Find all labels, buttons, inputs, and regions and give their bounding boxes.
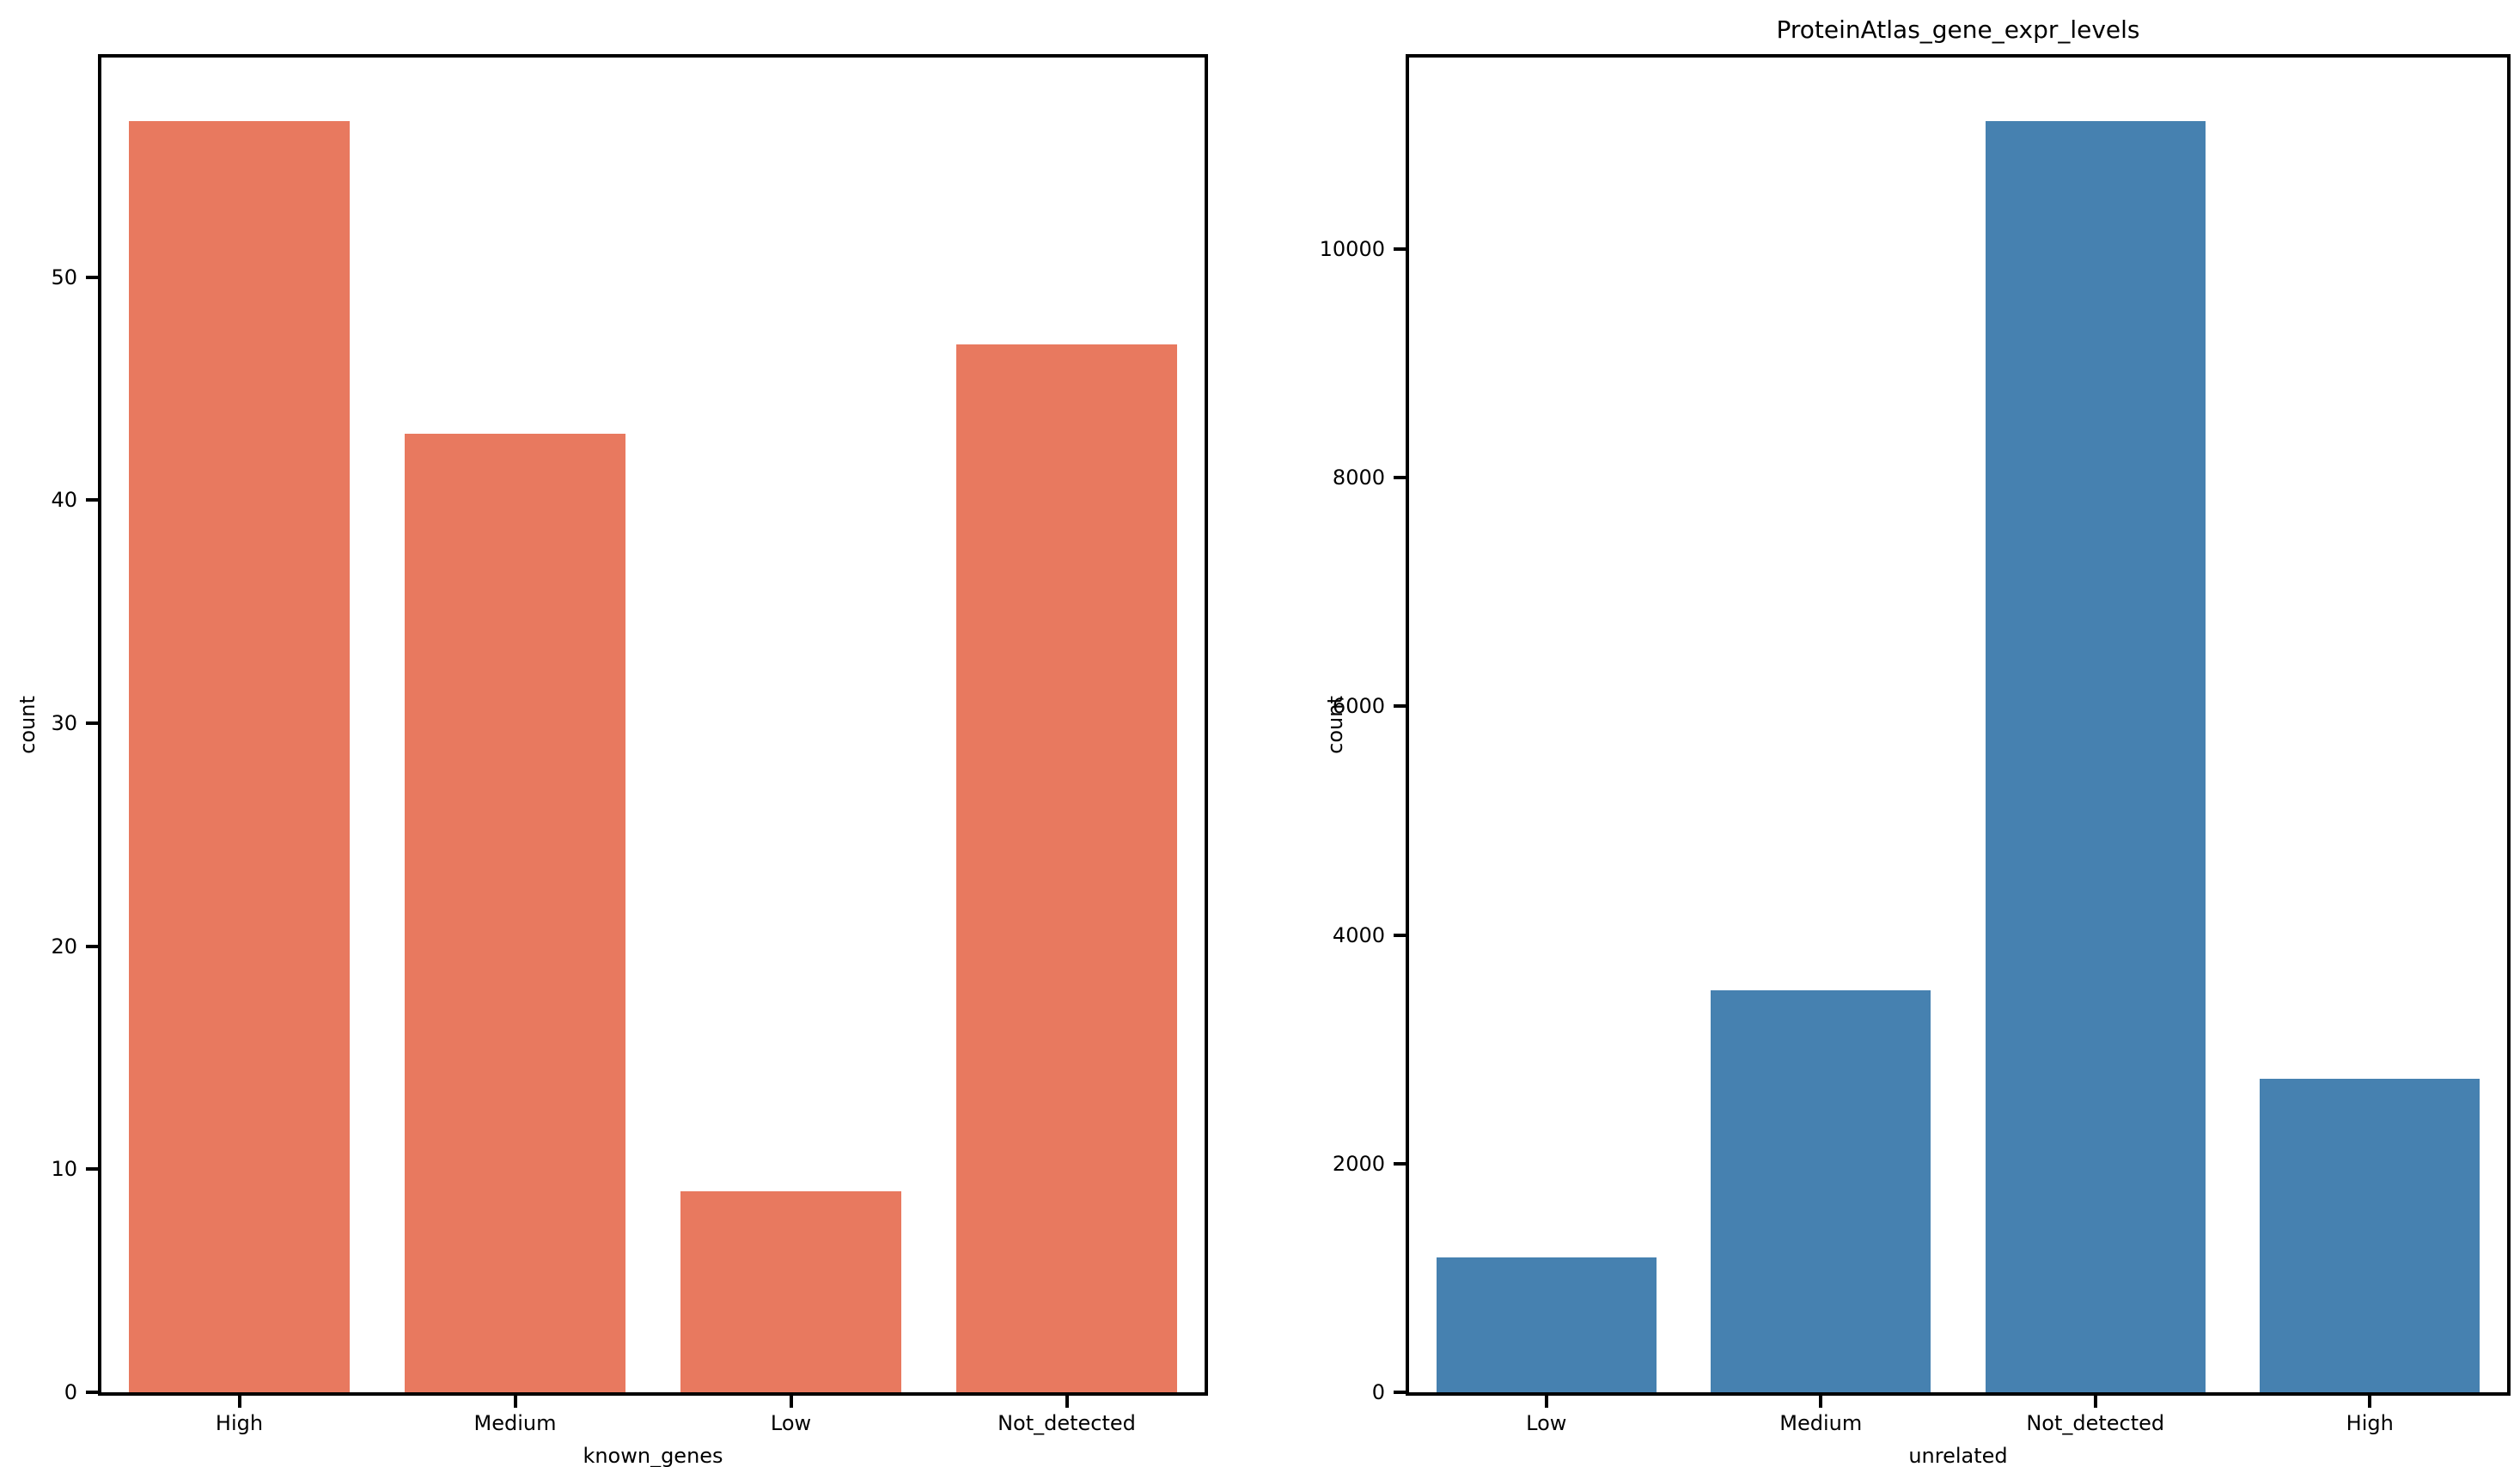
x-tick-label: Medium	[1779, 1411, 1863, 1435]
x-tick-mark	[1544, 1396, 1548, 1408]
y-tick-mark	[1394, 933, 1406, 937]
y-tick-mark	[1394, 1391, 1406, 1394]
y-tick-label: 6000	[1332, 694, 1385, 719]
y-tick-mark	[86, 944, 98, 948]
x-tick-label: Low	[1526, 1411, 1567, 1435]
y-tick-mark	[1394, 476, 1406, 480]
y-tick-mark	[1394, 1161, 1406, 1166]
bar-Low	[680, 1191, 901, 1392]
x-tick-label: Not_detected	[998, 1411, 1136, 1435]
y-tick-label: 8000	[1332, 466, 1385, 490]
left-x-axis-label: known_genes	[583, 1444, 723, 1467]
bar-Not_detected	[956, 344, 1177, 1392]
bar-High	[129, 121, 350, 1392]
x-tick-mark	[237, 1396, 241, 1408]
y-tick-label: 0	[64, 1380, 77, 1404]
x-tick-mark	[2093, 1396, 2097, 1408]
y-tick-label: 4000	[1332, 922, 1385, 947]
x-tick-mark	[2368, 1396, 2372, 1408]
chart-title: ProteinAtlas_gene_expr_levels	[1776, 15, 2140, 44]
left-y-axis-label: count	[10, 58, 45, 1392]
y-tick-mark	[86, 1391, 98, 1394]
bar-Medium	[1711, 989, 1931, 1392]
y-tick-label: 40	[51, 488, 77, 513]
y-tick-mark	[86, 721, 98, 726]
left-plot-axes: count known_genes High Medium Low Not_detec…	[15, 54, 1208, 1466]
y-tick-mark	[1394, 704, 1406, 709]
bar-High	[2260, 1079, 2480, 1392]
x-tick-mark	[1065, 1396, 1069, 1408]
y-tick-label: 2000	[1332, 1151, 1385, 1176]
right-plot-axes: ProteinAtlas_gene_expr_levels count unre…	[1320, 18, 2511, 1466]
x-tick-label: Low	[770, 1411, 812, 1435]
y-tick-mark	[86, 275, 98, 279]
y-tick-label: 50	[51, 265, 77, 289]
y-tick-mark	[86, 498, 98, 502]
x-tick-mark	[513, 1396, 517, 1408]
x-tick-label: Medium	[473, 1411, 557, 1435]
bar-Low	[1436, 1257, 1657, 1392]
x-tick-mark	[789, 1396, 793, 1408]
y-tick-mark	[86, 1167, 98, 1172]
right-x-axis-label: unrelated	[1908, 1444, 2008, 1467]
y-tick-label: 10	[51, 1157, 77, 1182]
y-tick-mark	[1394, 247, 1406, 252]
left-y-axis-label-text: count	[15, 696, 40, 754]
x-tick-label: High	[2346, 1411, 2394, 1435]
bar-Medium	[405, 433, 625, 1392]
y-tick-label: 20	[51, 934, 77, 959]
y-tick-label: 10000	[1319, 237, 1385, 262]
bar-Not_detected	[1985, 121, 2206, 1392]
x-tick-label: High	[215, 1411, 264, 1435]
x-tick-label: Not_detected	[2026, 1411, 2165, 1435]
y-tick-label: 30	[51, 711, 77, 736]
x-tick-mark	[1819, 1396, 1823, 1408]
y-tick-label: 0	[1371, 1380, 1385, 1404]
